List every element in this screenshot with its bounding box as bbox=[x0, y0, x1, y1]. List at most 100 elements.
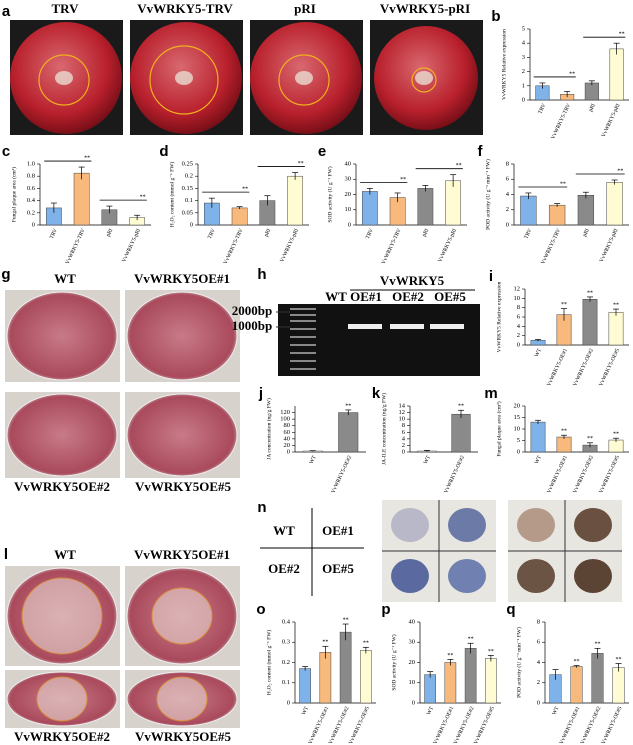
label: p bbox=[381, 601, 390, 618]
y-tick-label: 2 bbox=[506, 206, 509, 213]
x-tick-label: VvWRKY5-pRI bbox=[121, 228, 142, 264]
x-tick-label: pRI bbox=[582, 228, 591, 238]
label: VvWRKY5OE#5 bbox=[135, 479, 232, 494]
label: VvWRKY5OE#2 bbox=[14, 729, 110, 744]
y-tick-label: 14 bbox=[399, 402, 406, 409]
y-tick-label: 0.6 bbox=[27, 185, 36, 192]
sample bbox=[574, 508, 612, 542]
label: WT bbox=[325, 289, 347, 304]
significance: ** bbox=[574, 659, 580, 665]
bar bbox=[577, 195, 595, 226]
label: WT bbox=[54, 271, 76, 286]
y-tick-label: 6 bbox=[506, 176, 510, 183]
y-tick-label: 0.3 bbox=[282, 639, 290, 646]
y-tick-label: 20 bbox=[409, 659, 416, 666]
label: pRI bbox=[294, 1, 316, 16]
significance: ** bbox=[345, 403, 351, 409]
label: TRV bbox=[52, 1, 80, 16]
significance: ** bbox=[84, 155, 90, 161]
y-tick-label: 2 bbox=[402, 442, 405, 449]
significance: ** bbox=[617, 168, 623, 174]
bar bbox=[612, 667, 625, 704]
y-tick-label: 2 bbox=[537, 679, 540, 686]
significance: ** bbox=[587, 436, 593, 442]
label: g bbox=[1, 266, 10, 283]
bar bbox=[548, 204, 566, 226]
bar bbox=[609, 48, 624, 101]
label: OE#1 bbox=[322, 523, 354, 538]
label: b bbox=[491, 8, 500, 25]
y-tick-label: 1 bbox=[522, 82, 525, 89]
bar bbox=[299, 668, 311, 704]
x-tick-label: VvWRKY5-OE#1 bbox=[546, 455, 569, 495]
y-axis-label: Fungal plaque area (cm²) bbox=[495, 401, 502, 456]
y-tick-label: 0.05 bbox=[182, 209, 193, 216]
bar bbox=[485, 658, 497, 704]
y-tick-label: 0 bbox=[402, 448, 405, 455]
y-tick-label: 8 bbox=[517, 304, 520, 311]
y-axis-label: VvWRKY5 Relative expression bbox=[496, 281, 502, 352]
label: 1000bp bbox=[232, 318, 272, 333]
y-tick-label: 10 bbox=[514, 425, 521, 432]
sample bbox=[448, 559, 486, 593]
x-tick-label: VvWRKY5-OE#5 bbox=[473, 706, 496, 745]
x-tick-label: TRV bbox=[523, 228, 533, 240]
band bbox=[430, 324, 464, 329]
lesion bbox=[156, 676, 208, 722]
ladder-band bbox=[290, 344, 316, 346]
y-tick-label: 3 bbox=[522, 54, 525, 61]
significance: ** bbox=[456, 163, 462, 169]
y-tick-label: 0 bbox=[287, 699, 290, 706]
bar bbox=[319, 652, 332, 704]
label: i bbox=[489, 268, 493, 285]
x-tick-label: VvWRKY5-OE#5 bbox=[601, 706, 624, 745]
significance: ** bbox=[298, 161, 304, 167]
significance: ** bbox=[561, 302, 567, 308]
y-tick-label: 0.4 bbox=[282, 618, 291, 625]
bar bbox=[444, 662, 457, 704]
y-tick-label: 40 bbox=[345, 160, 352, 167]
x-tick-label: VvWRKY5-pRI bbox=[437, 228, 458, 264]
dish bbox=[6, 291, 118, 381]
y-tick-label: 20 bbox=[514, 402, 521, 409]
ladder-band bbox=[290, 328, 316, 330]
y-tick-label: 0 bbox=[348, 221, 351, 228]
label: k bbox=[372, 385, 381, 402]
y-tick-label: 6 bbox=[517, 313, 521, 320]
y-tick-label: 0.15 bbox=[182, 185, 193, 192]
significance: ** bbox=[613, 432, 619, 438]
bar bbox=[445, 180, 462, 226]
y-tick-label: 30 bbox=[345, 176, 352, 183]
y-tick-label: 60 bbox=[284, 429, 291, 436]
label: WT bbox=[273, 523, 295, 538]
ladder-band bbox=[290, 368, 316, 370]
y-tick-label: 80 bbox=[284, 422, 291, 429]
y-tick-label: 5 bbox=[517, 437, 520, 444]
x-tick-label: VvWRKY5-OE#2 bbox=[330, 455, 353, 495]
sample bbox=[391, 508, 429, 542]
bar bbox=[584, 82, 599, 101]
y-tick-label: 0 bbox=[190, 221, 193, 228]
significance: ** bbox=[468, 637, 474, 643]
lesion bbox=[36, 676, 88, 722]
y-tick-label: 10 bbox=[409, 679, 416, 686]
x-tick-label: VvWRKY5-OE#2 bbox=[572, 455, 595, 495]
x-tick-label: WT bbox=[534, 454, 543, 465]
y-tick-label: 6 bbox=[537, 639, 541, 646]
label: VvWRKY5-pRI bbox=[380, 1, 470, 16]
x-tick-label: VvWRKY5-pRI bbox=[601, 103, 622, 139]
x-tick-label: VvWRKY5-OE#1 bbox=[433, 706, 456, 745]
y-tick-label: 2 bbox=[517, 332, 520, 339]
band bbox=[390, 324, 424, 329]
label: q bbox=[506, 601, 515, 618]
x-tick-label: TRV bbox=[537, 103, 547, 115]
x-tick-label: TRV bbox=[207, 228, 217, 240]
bar bbox=[608, 312, 624, 346]
significance: ** bbox=[587, 290, 593, 296]
label: l bbox=[4, 546, 8, 563]
label: VvWRKY5 bbox=[380, 273, 445, 288]
sample bbox=[517, 559, 555, 593]
bar bbox=[231, 207, 248, 226]
y-tick-label: 10 bbox=[399, 416, 406, 423]
